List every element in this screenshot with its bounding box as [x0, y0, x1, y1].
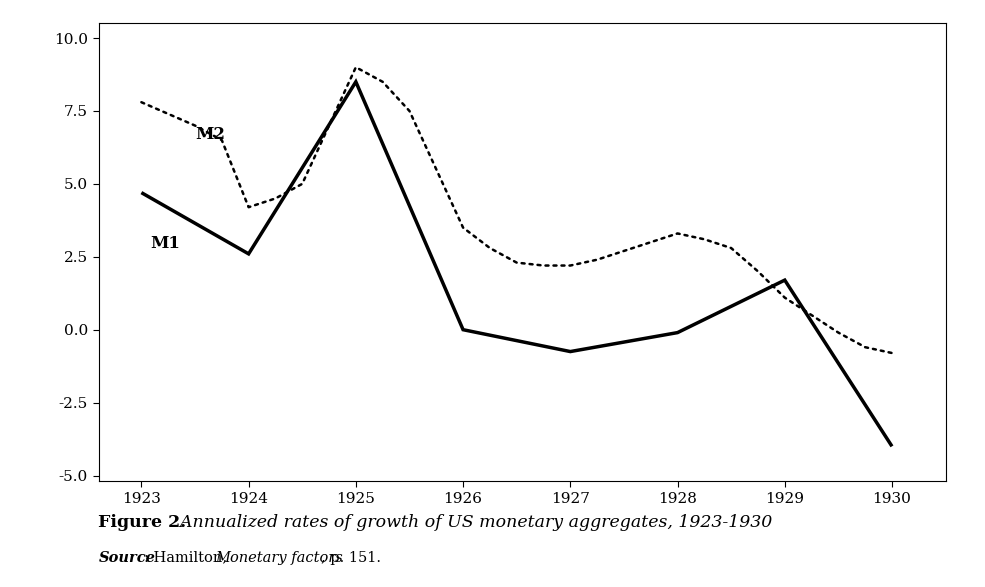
Text: : Hamilton,: : Hamilton, — [144, 551, 231, 565]
Text: M1: M1 — [150, 235, 180, 252]
Text: Annualized rates of growth of US monetary aggregates, 1923-1930: Annualized rates of growth of US monetar… — [169, 514, 772, 531]
Text: M2: M2 — [195, 126, 225, 143]
Text: , p. 151.: , p. 151. — [321, 551, 381, 565]
Text: Figure 2.: Figure 2. — [98, 514, 186, 531]
Text: Source: Source — [98, 551, 156, 565]
Text: Monetary factors: Monetary factors — [216, 551, 344, 565]
